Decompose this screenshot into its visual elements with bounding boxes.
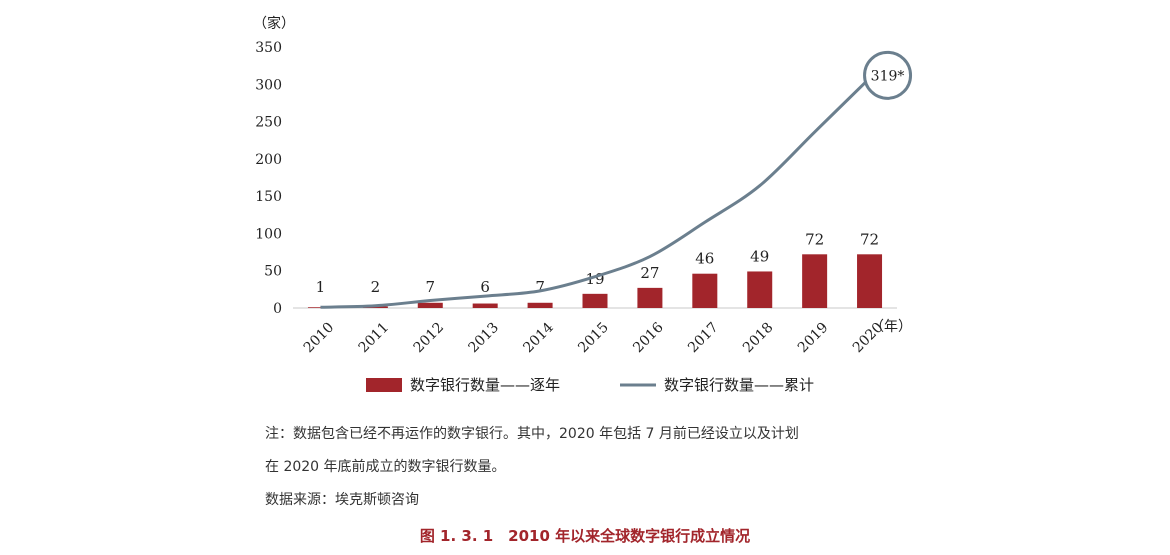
bar [637, 287, 663, 308]
y-axis-label: （家） [253, 15, 295, 32]
bar [692, 273, 718, 308]
y-tick-label: 100 [255, 226, 282, 242]
annotation: 319* [863, 50, 913, 100]
note-line-1: 注：数据包含已经不再运作的数字银行。其中，2020 年包括 7 月前已经设立以及… [265, 426, 799, 442]
x-tick-label: 2012 [411, 320, 448, 357]
bar [472, 303, 498, 308]
bar-data-label: 72 [805, 230, 824, 248]
bar [582, 293, 608, 308]
bar-data-label: 7 [425, 278, 435, 296]
bar [857, 254, 883, 308]
y-tick-label: 150 [255, 189, 282, 205]
source-text: 数据来源：埃克斯顿咨询 [265, 492, 419, 508]
y-tick-label: 250 [255, 115, 282, 131]
legend-line-label: 数字银行数量——累计 [664, 376, 814, 394]
annotation-circle [863, 50, 913, 100]
line-series [320, 77, 871, 309]
y-tick-label: 350 [255, 40, 282, 56]
bar [802, 254, 828, 308]
bar-data-label: 49 [750, 247, 769, 265]
x-tick-label: 2017 [685, 320, 722, 357]
x-tick-label: 2011 [356, 320, 393, 357]
bar [307, 307, 333, 308]
x-tick-label: 2016 [630, 319, 667, 356]
x-axis-label: （年） [870, 319, 912, 335]
bar-data-label: 6 [480, 278, 490, 296]
x-tick-label: 2018 [740, 320, 777, 357]
bar-data-label: 72 [860, 230, 879, 248]
y-tick-label: 50 [264, 264, 282, 280]
y-tick-label: 300 [255, 77, 282, 93]
x-tick-label: 2019 [795, 320, 832, 357]
legend-bar-swatch [366, 378, 402, 392]
y-axis: 0 50 100 150 200 250 300 350 （家） [253, 15, 295, 317]
legend: 数字银行数量——逐年 数字银行数量——累计 [366, 376, 814, 394]
bar [527, 302, 553, 308]
bar-data-label: 7 [535, 278, 545, 296]
y-tick-label: 200 [255, 152, 282, 168]
bar [747, 271, 773, 308]
x-tick-label: 2010 [301, 320, 338, 357]
figure-caption: 图 1. 3. 1 2010 年以来全球数字银行成立情况 [419, 527, 751, 545]
bar-data-label: 2 [371, 278, 381, 296]
annotation-label: 319* [871, 68, 905, 84]
bar-data-label: 1 [316, 278, 326, 296]
legend-bar-label: 数字银行数量——逐年 [410, 376, 560, 394]
x-axis: 2010 2011 2012 2013 2014 2015 2016 2017 2018 2019… [293, 307, 912, 357]
note-line-2: 在 2020 年底前成立的数字银行数量。 [265, 459, 506, 475]
x-tick-label: 2015 [575, 320, 612, 357]
bar [417, 302, 443, 308]
cumulative-line [320, 77, 871, 309]
y-tick-label: 0 [273, 301, 282, 317]
bar-data-label: 27 [640, 264, 659, 282]
x-tick-label: 2013 [465, 320, 502, 357]
x-tick-label: 2014 [520, 319, 557, 356]
bar-data-label: 46 [695, 250, 714, 268]
